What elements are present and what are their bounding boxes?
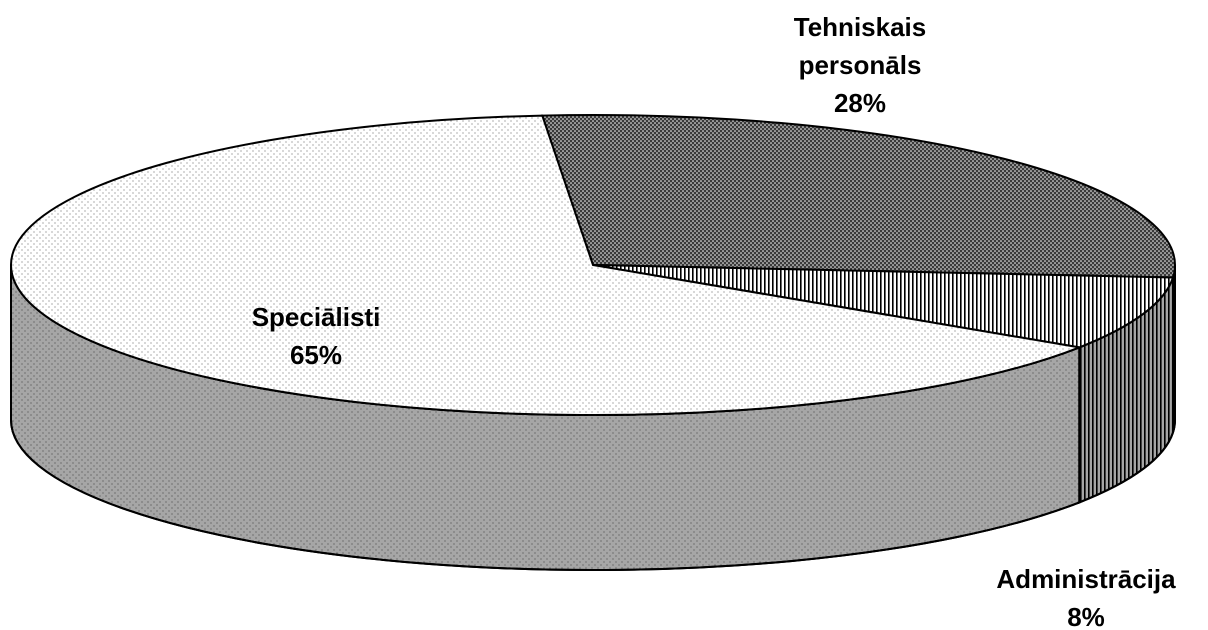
value-label: 65%: [289, 340, 343, 370]
value-label: 28%: [833, 88, 887, 118]
slice: [540, 114, 1176, 279]
slice: [592, 264, 1175, 349]
category-label: Tehniskais personāls: [793, 12, 927, 80]
category-label: Speciālisti: [251, 302, 381, 332]
slice: [10, 114, 1084, 416]
slice-label: Tehniskais personāls 28%: [740, 8, 980, 122]
slice-label: Speciālisti 65%: [186, 298, 446, 374]
value-label: 8%: [1067, 602, 1105, 630]
slice-label: Administrācija 8%: [956, 560, 1208, 630]
category-label: Administrācija: [996, 564, 1176, 594]
